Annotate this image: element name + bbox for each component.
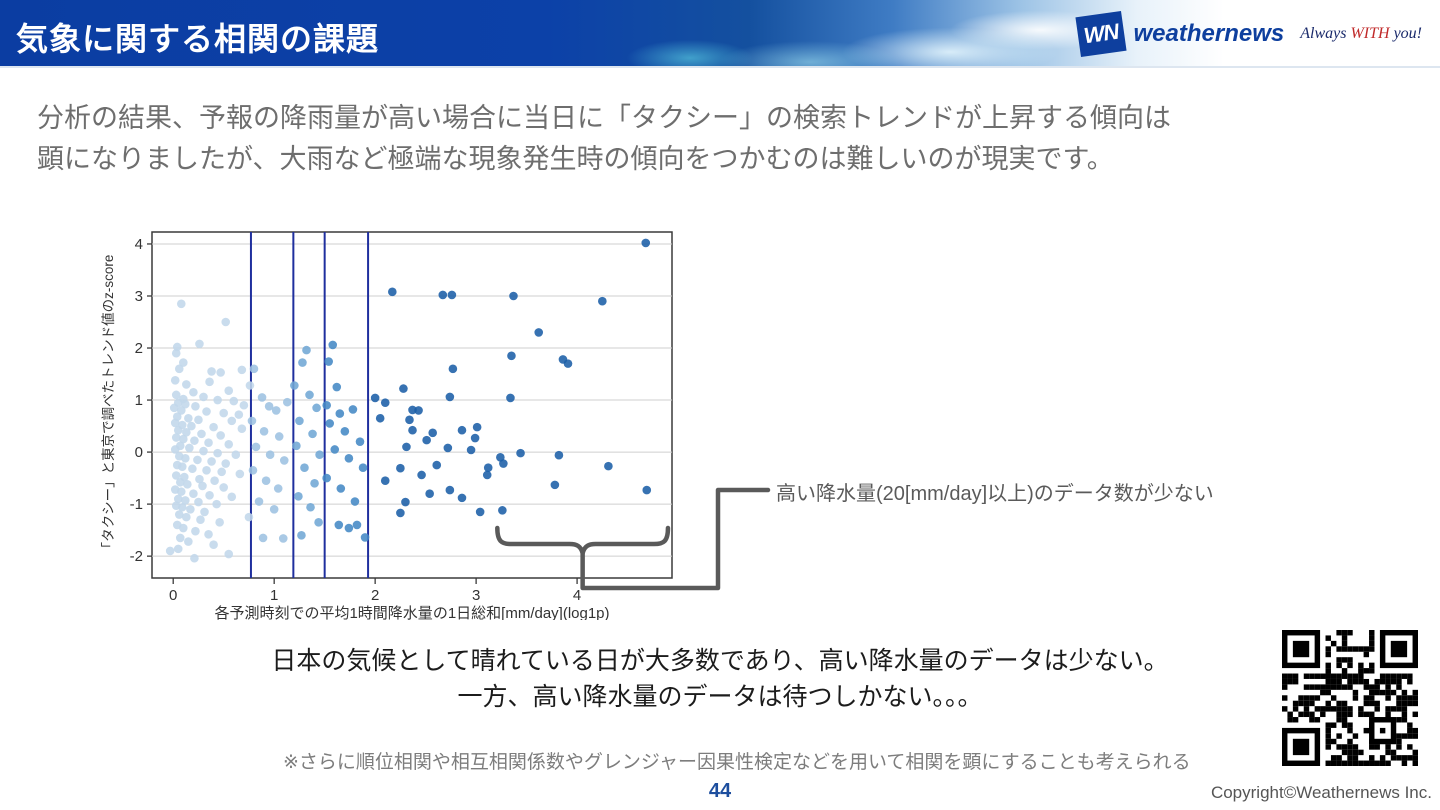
svg-text:-2: -2	[130, 548, 143, 565]
intro-paragraph: 分析の結果、予報の降雨量が高い場合に当日に「タクシー」の検索トレンドが上昇する傾…	[37, 98, 1417, 180]
svg-text:3: 3	[472, 587, 480, 604]
logo-brand-text: weathernews	[1133, 20, 1285, 47]
weathernews-logo: WN weathernews Always WITH you!	[1074, 8, 1422, 60]
header-bar: 気象に関する相関の課題	[0, 0, 1440, 68]
svg-text:1: 1	[270, 587, 278, 604]
intro-line-2: 顕になりましたが、大雨など極端な現象発生時の傾向をつかむのは難しいのが現実です。	[37, 144, 1114, 174]
intro-line-1: 分析の結果、予報の降雨量が高い場合に当日に「タクシー」の検索トレンドが上昇する傾…	[37, 103, 1171, 133]
copyright-text: Copyright©Weathernews Inc.	[1210, 783, 1432, 802]
tagline-with: WITH	[1350, 25, 1390, 42]
svg-text:1: 1	[135, 392, 143, 409]
wni-logo-icon: WN	[1074, 10, 1127, 58]
conclusion-line-2: 一方、高い降水量のデータは待つしかない。。。	[457, 683, 983, 711]
conclusion-text: 日本の気候として晴れている日が大多数であり、高い降水量のデータは少ない。 一方、…	[0, 643, 1440, 715]
footnote: ※さらに順位相関や相互相関係数やグレンジャー因果性検定などを用いて相関を顕にする…	[283, 752, 1191, 773]
svg-text:0: 0	[169, 587, 177, 604]
conclusion-line-1: 日本の気候として晴れている日が大多数であり、高い降水量のデータは少ない。	[271, 647, 1169, 675]
svg-text:-1: -1	[130, 496, 143, 513]
svg-text:4: 4	[135, 236, 143, 253]
qr-code	[1282, 630, 1418, 766]
svg-text:「タクシー」と東京で調べたトレンド値のz-score: 「タクシー」と東京で調べたトレンド値のz-score	[101, 255, 116, 556]
qr-code-svg	[1282, 630, 1418, 766]
svg-text:2: 2	[135, 340, 143, 357]
page-title: 気象に関する相関の課題	[16, 21, 380, 57]
svg-text:2: 2	[371, 587, 379, 604]
logo-tagline: Always WITH you!	[1300, 25, 1422, 42]
svg-text:各予測時刻での平均1時間降水量の1日総和[mm/day](l: 各予測時刻での平均1時間降水量の1日総和[mm/day](log1p)	[214, 605, 609, 620]
scatter-chart: -2 -1 0 1 2 3 4 0 1 2 3 4 各予測時刻での平均1時間降水量の1日総和[mm/da…	[100, 225, 780, 622]
page-number: 44	[708, 780, 732, 802]
svg-text:3: 3	[135, 288, 143, 305]
svg-text:4: 4	[573, 587, 581, 604]
svg-text:0: 0	[135, 444, 143, 461]
chart-annotation-label: 高い降水量(20[mm/day]以上)のデータ数が少ない	[776, 483, 1214, 505]
